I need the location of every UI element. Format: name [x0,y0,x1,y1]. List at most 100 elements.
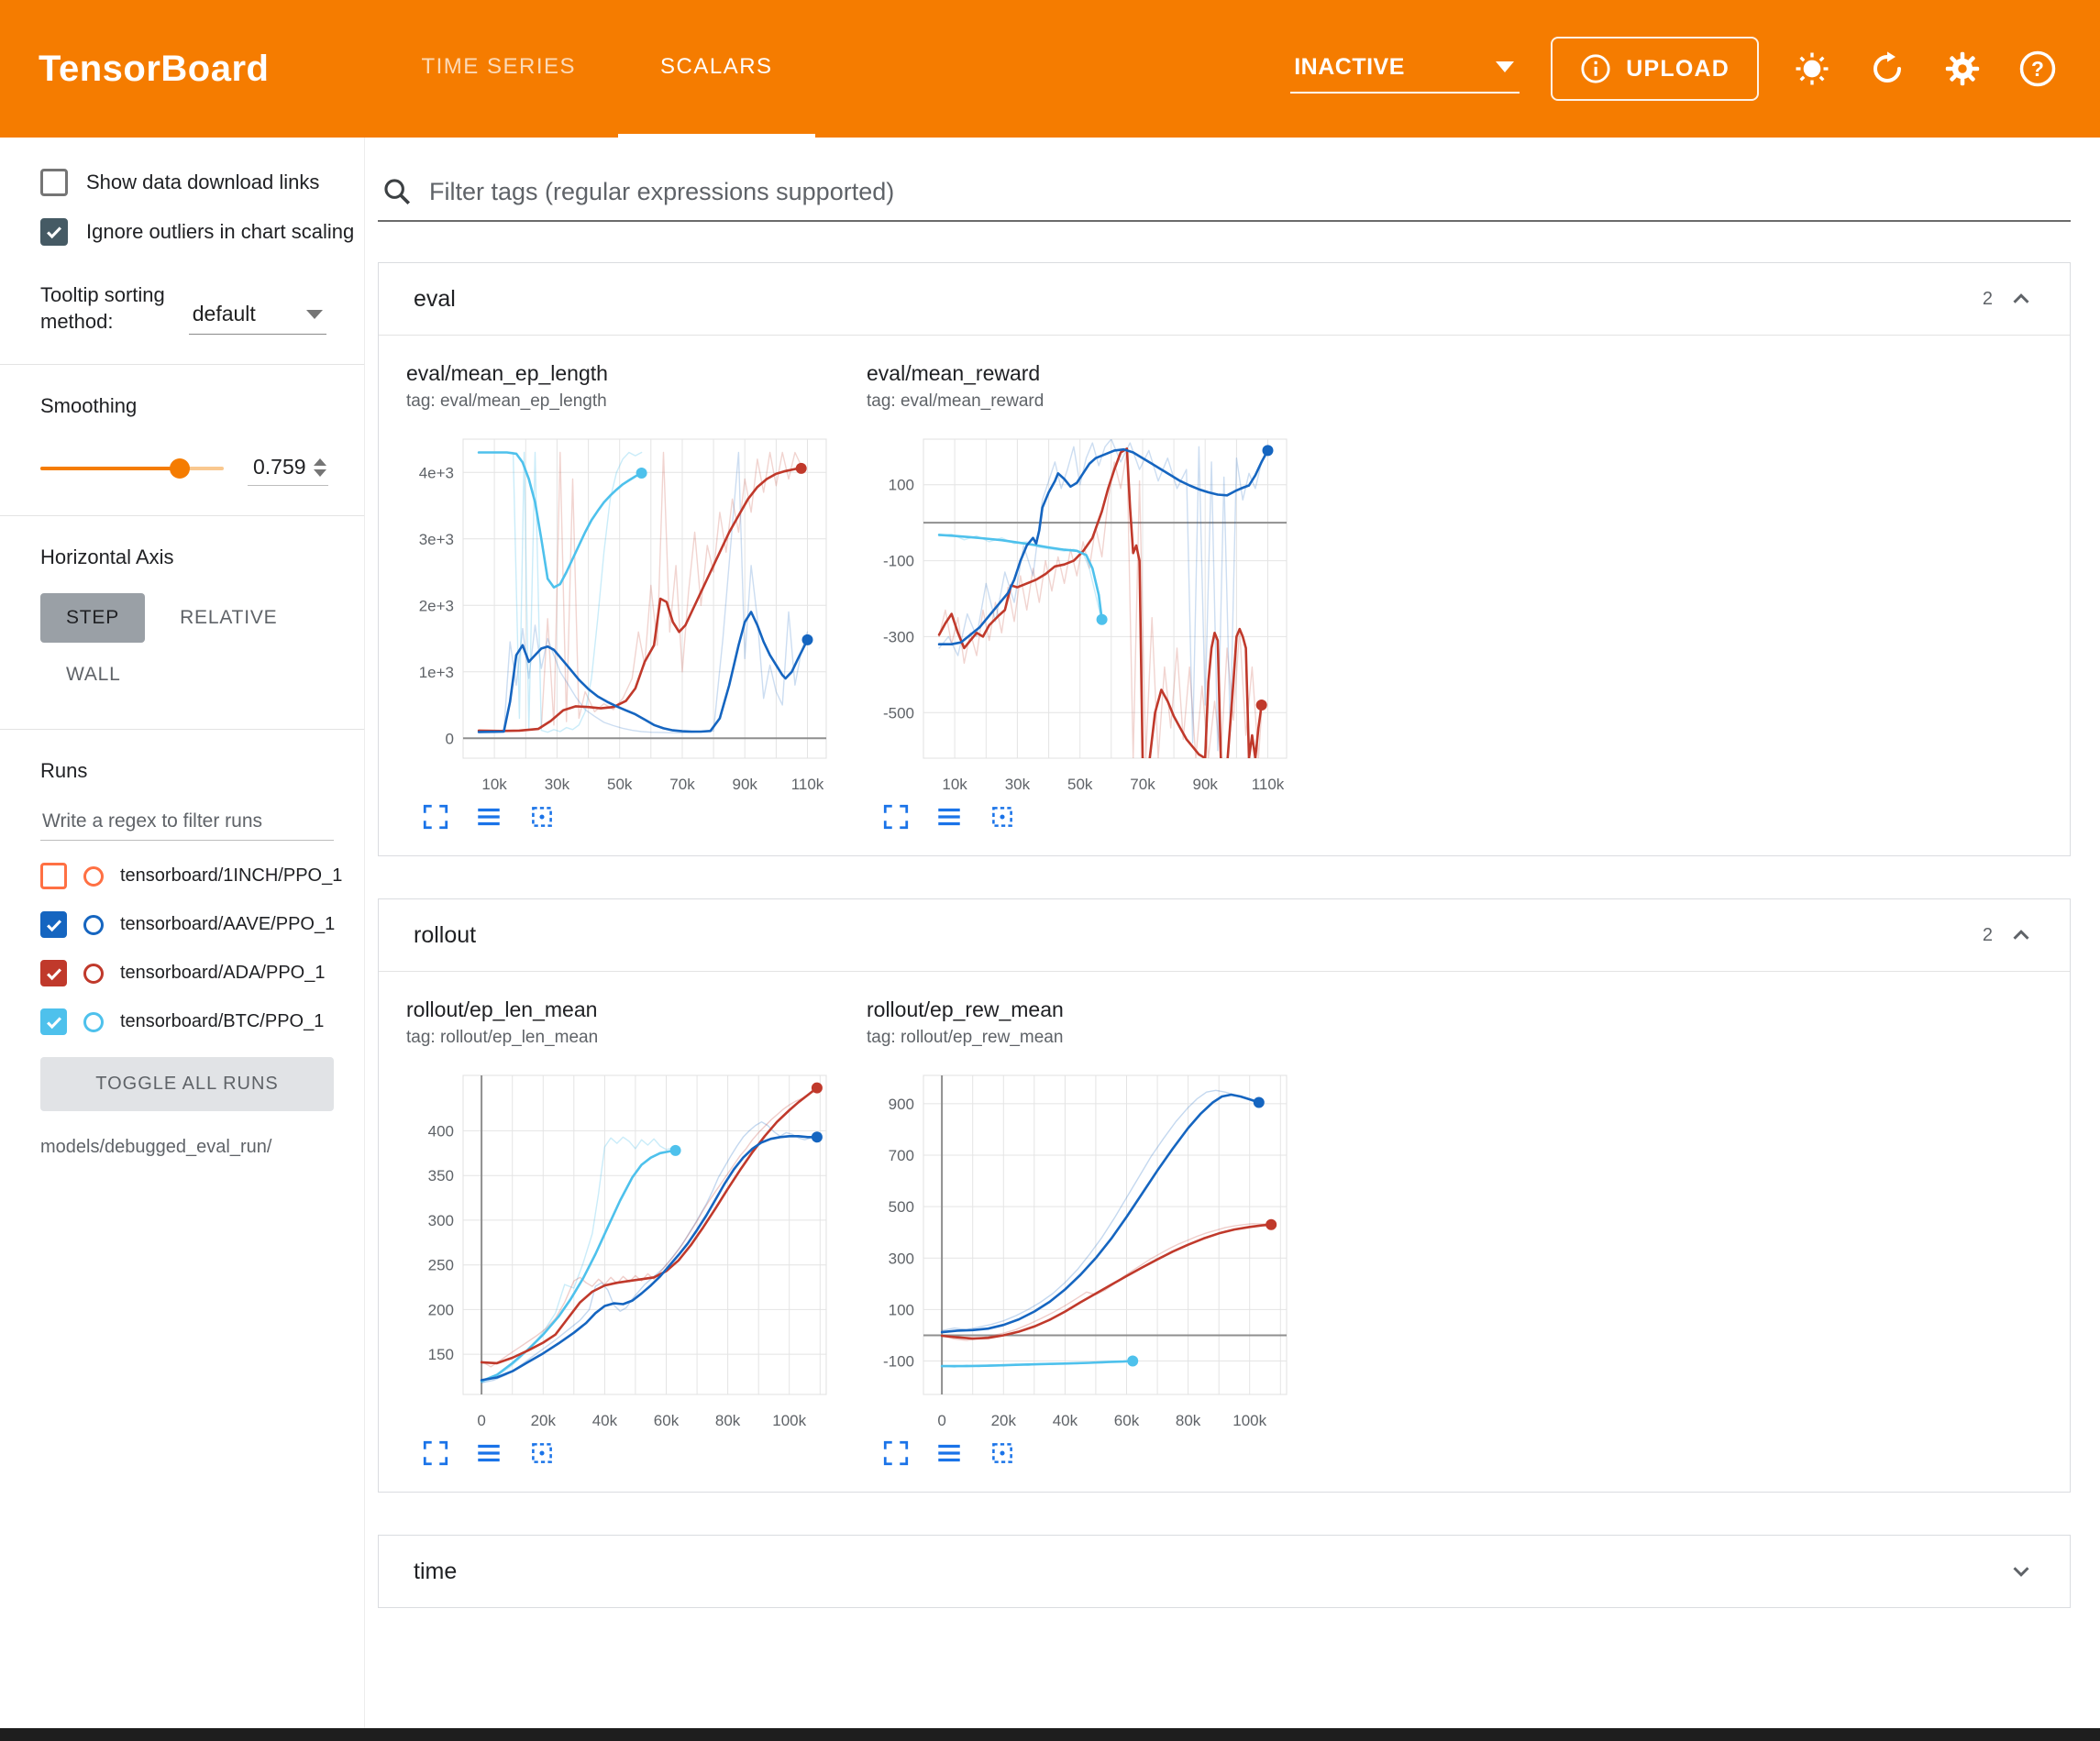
run-row[interactable]: tensorboard/ADA/PPO_1 [40,960,348,987]
svg-text:70k: 70k [669,776,695,793]
settings-sidebar: Show data download links Ignore outliers… [0,138,365,1728]
svg-text:50k: 50k [1067,776,1093,793]
runs-selector-icon[interactable] [474,1438,503,1468]
chevron-down-icon [305,309,323,319]
show-download-links-row[interactable]: Show data download links [40,169,348,196]
scalars-dashboard: eval 2 eval/mean_ep_length tag: eval/mea… [365,138,2100,1728]
svg-text:250: 250 [428,1257,454,1274]
section-title: rollout [414,921,477,948]
run-label: tensorboard/ADA/PPO_1 [120,963,326,984]
runs-selector-icon[interactable] [934,802,964,832]
svg-text:700: 700 [889,1147,914,1164]
chart-card: rollout/ep_len_mean tag: rollout/ep_len_… [406,997,852,1468]
smoothing-slider[interactable] [40,458,224,479]
svg-text:110k: 110k [1252,776,1285,793]
run-checkbox[interactable] [40,960,67,987]
fit-domain-icon[interactable] [527,1438,557,1468]
expand-chart-icon[interactable] [881,802,911,832]
tooltip-sorting-label: Tooltip sorting method: [40,283,165,333]
expand-chart-icon[interactable] [421,1438,450,1468]
svg-text:900: 900 [889,1096,914,1113]
show-download-links-label: Show data download links [86,171,320,193]
runs-list: tensorboard/1INCH/PPO_1 tensorboard/AAVE/… [40,863,348,1036]
stepper-icon[interactable] [313,457,326,477]
svg-text:300: 300 [428,1212,454,1229]
help-icon[interactable]: ? [2016,47,2060,91]
status-dropdown[interactable]: INACTIVE [1290,45,1520,94]
search-icon [381,176,413,207]
expand-chart-icon[interactable] [421,802,450,832]
axis-option-step[interactable]: STEP [40,593,146,644]
tab-time-series[interactable]: TIME SERIES [421,54,576,79]
refresh-icon[interactable] [1865,47,1909,91]
chevron-up-icon[interactable] [2007,921,2035,949]
axis-option-wall[interactable]: WALL [66,664,121,686]
settings-gear-icon[interactable] [1940,47,1984,91]
chart-tag: tag: eval/mean_ep_length [406,391,607,411]
run-color-ring [83,865,104,887]
svg-text:10k: 10k [481,776,507,793]
section-card-rollout: rollout 2 rollout/ep_len_mean tag: rollo… [378,898,2071,1493]
line-chart[interactable]: 150 200 250 300 350 400 0 20k 40k 60k 80k 100k [406,1063,852,1437]
ignore-outliers-row[interactable]: Ignore outliers in chart scaling [40,218,354,246]
section-chart-count: 2 [1982,924,1993,945]
ignore-outliers-checkbox[interactable] [40,218,68,246]
smoothing-value: 0.759 [253,455,306,479]
tag-filter-bar [378,169,2071,222]
svg-text:-300: -300 [883,628,914,645]
section-header-time[interactable]: time [379,1536,2070,1607]
chevron-up-icon[interactable] [2007,285,2035,313]
line-chart[interactable]: -100 100 300 500 700 900 0 20k 40k 60k 80k 100k [867,1063,1312,1437]
toggle-all-runs-button[interactable]: TOGGLE ALL RUNS [40,1057,334,1112]
svg-text:80k: 80k [1176,1412,1201,1429]
line-chart[interactable]: 0 1e+3 2e+3 3e+3 4e+3 10k 30k 50k 70k 90k 110k [406,426,852,800]
fit-domain-icon[interactable] [988,1438,1017,1468]
svg-text:60k: 60k [654,1412,680,1429]
smoothing-value-box[interactable]: 0.759 [248,451,328,487]
chart-card: rollout/ep_rew_mean tag: rollout/ep_rew_… [867,997,1312,1468]
upload-button[interactable]: UPLOAD [1551,37,1759,101]
svg-text:90k: 90k [1192,776,1218,793]
run-checkbox[interactable] [40,1008,67,1036]
theme-brightness-icon[interactable] [1790,47,1834,91]
expand-chart-icon[interactable] [881,1438,911,1468]
run-row[interactable]: tensorboard/AAVE/PPO_1 [40,911,348,939]
run-row[interactable]: tensorboard/BTC/PPO_1 [40,1008,348,1036]
runs-selector-icon[interactable] [934,1438,964,1468]
app-title: TensorBoard [39,48,270,89]
chart-tag: tag: rollout/ep_len_mean [406,1028,599,1047]
svg-text:70k: 70k [1130,776,1155,793]
svg-text:30k: 30k [545,776,570,793]
svg-text:-100: -100 [883,1353,914,1371]
tab-scalars[interactable]: SCALARS [618,0,815,138]
section-header-eval[interactable]: eval 2 [379,263,2070,335]
axis-option-relative[interactable]: RELATIVE [180,607,278,629]
main-tabs: TIME SERIES SCALARS [379,0,815,138]
fit-domain-icon[interactable] [527,802,557,832]
slider-thumb[interactable] [170,458,190,479]
runs-filter-input[interactable] [40,803,334,842]
svg-text:0: 0 [477,1412,485,1429]
chevron-down-icon[interactable] [2007,1558,2035,1585]
svg-text:90k: 90k [732,776,757,793]
runs-selector-icon[interactable] [474,802,503,832]
run-row[interactable]: tensorboard/1INCH/PPO_1 [40,863,348,890]
tooltip-sorting-dropdown[interactable]: default [188,296,326,336]
top-app-bar: TensorBoard TIME SERIES SCALARS INACTIVE… [0,0,2100,138]
run-checkbox[interactable] [40,863,67,890]
svg-text:100k: 100k [772,1412,806,1429]
ignore-outliers-label: Ignore outliers in chart scaling [86,220,355,243]
chart-title: eval/mean_reward [867,361,1041,385]
fit-domain-icon[interactable] [988,802,1017,832]
horizontal-axis-options: STEP RELATIVE WALL [40,593,315,700]
run-checkbox[interactable] [40,911,67,939]
chevron-down-icon [1496,61,1515,72]
tag-filter-input[interactable] [427,176,2067,207]
horizontal-axis-label: Horizontal Axis [40,545,174,569]
show-download-links-checkbox[interactable] [40,169,68,196]
run-color-ring [83,1011,104,1032]
section-header-rollout[interactable]: rollout 2 [379,899,2070,971]
runs-logdir-path: models/debugged_eval_run/ [40,1137,272,1158]
line-chart[interactable]: 100 -100 -300 -500 10k 30k 50k 70k 90k 110k [867,426,1312,800]
chart-card: eval/mean_ep_length tag: eval/mean_ep_le… [406,361,852,832]
